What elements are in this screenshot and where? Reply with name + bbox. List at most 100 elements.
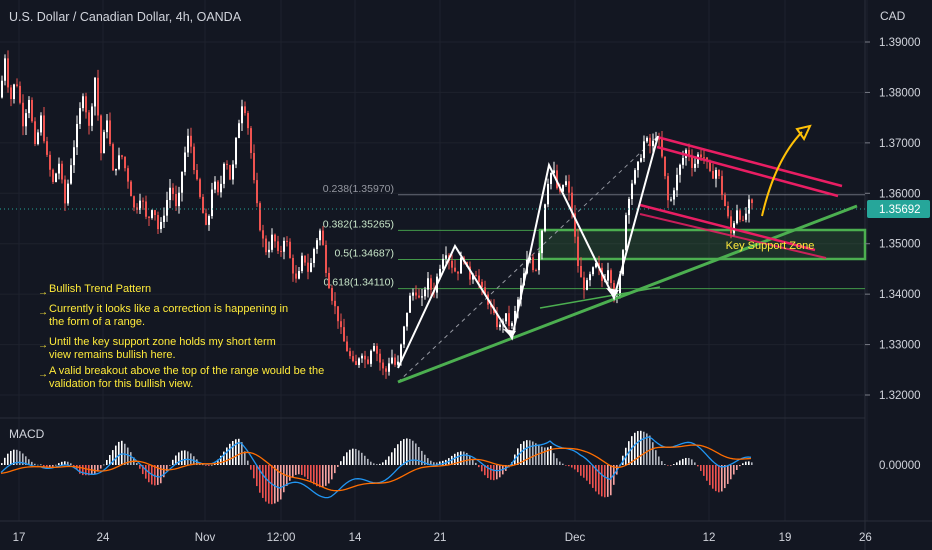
channel-upper-line[interactable] <box>656 135 843 188</box>
macd-histogram-bar <box>226 447 228 465</box>
macd-histogram-bar <box>481 465 483 472</box>
channel-lower-line[interactable] <box>639 203 816 252</box>
note-bullet-icon: → <box>38 287 48 298</box>
candle-up <box>562 185 564 192</box>
uptrend-line[interactable] <box>397 204 858 384</box>
candle-down <box>253 153 255 181</box>
candle-up <box>640 158 642 162</box>
note-bullet-icon: → <box>38 340 48 351</box>
candle-up <box>637 161 639 171</box>
macd-histogram-bar <box>322 465 324 488</box>
candle-up <box>238 123 240 138</box>
candle-down <box>577 236 579 266</box>
macd-histogram-bar <box>148 465 150 483</box>
macd-histogram-bar <box>454 453 456 465</box>
time-tick-label: 24 <box>97 532 110 544</box>
macd-histogram-bar <box>328 465 330 484</box>
candle-up <box>643 141 645 159</box>
candle-up <box>223 163 225 184</box>
macd-histogram-bar <box>433 462 435 465</box>
candle-up <box>184 152 186 172</box>
candle-up <box>214 181 216 190</box>
macd-histogram-bar <box>178 452 180 465</box>
macd-histogram-bar <box>478 465 480 468</box>
price-tick-label: 1.38000 <box>879 87 921 99</box>
macd-histogram-bar <box>712 465 714 489</box>
candle-down <box>379 353 381 363</box>
macd-histogram-bar <box>655 450 657 465</box>
candle-down <box>244 106 246 114</box>
macd-histogram-bar <box>112 450 114 465</box>
candle-down <box>700 154 702 158</box>
channel-upper-inner-line[interactable] <box>656 145 839 198</box>
candle-up <box>529 257 531 260</box>
macd-label[interactable]: MACD <box>9 427 45 441</box>
wave-arrowhead-2 <box>606 288 619 298</box>
macd-histogram-bar <box>427 458 429 465</box>
macd-histogram-bar <box>103 464 105 466</box>
candle-down <box>34 121 36 144</box>
symbol-title[interactable]: U.S. Dollar / Canadian Dollar, 4h, OANDA <box>9 10 242 24</box>
time-tick-label: Nov <box>195 532 216 544</box>
macd-histogram-bar <box>244 451 246 465</box>
macd-histogram-bar <box>727 465 729 484</box>
candlestick-series[interactable] <box>1 50 753 379</box>
candle-down <box>334 300 336 307</box>
macd-histogram-bar <box>664 464 666 465</box>
candle-down <box>130 181 132 197</box>
candle-up <box>646 137 648 142</box>
candle-down <box>751 199 753 204</box>
macd-histogram-bar <box>571 465 573 468</box>
candle-up <box>1 80 3 98</box>
macd-histogram-bar <box>106 459 108 465</box>
fib-retracement[interactable]: 0.238(1.35970) 0.382(1.35265) 0.5(1.34687)… <box>323 183 865 290</box>
macd-histogram-bar <box>535 443 537 465</box>
macd-histogram-bar <box>16 449 18 465</box>
candle-down <box>274 234 276 242</box>
macd-histogram-bar <box>79 465 81 474</box>
candle-up <box>91 106 93 126</box>
candle-down <box>31 99 33 122</box>
macd-histogram-bar <box>73 465 75 466</box>
candle-down <box>286 240 288 242</box>
macd-histogram-bar <box>316 465 318 487</box>
candle-up <box>607 270 609 281</box>
macd-histogram-bar <box>259 465 261 493</box>
macd-histogram-bar <box>58 463 60 465</box>
channel-lower-inner-line[interactable] <box>639 213 827 259</box>
macd-histogram-bar <box>598 465 600 495</box>
candle-up <box>211 189 213 217</box>
candle-up <box>748 199 750 214</box>
macd-histogram-bar <box>145 465 147 479</box>
fib-level-label: 0.5(1.34687) <box>334 248 394 260</box>
price-axis[interactable]: 1.39000 1.38000 1.37000 1.36000 1.35000 1.340… <box>865 37 921 402</box>
fib-level-label: 0.382(1.35265) <box>323 218 394 230</box>
candle-up <box>460 257 462 274</box>
candle-up <box>313 249 315 263</box>
macd-histogram-bar <box>700 465 702 471</box>
time-axis[interactable]: 17 24 Nov 12:00 14 21 Dec 12 19 26 <box>13 532 872 544</box>
macd-histogram-bar <box>37 464 39 466</box>
candle-up <box>13 84 15 100</box>
macd-histogram-bar <box>85 465 87 476</box>
analysis-notes[interactable]: → Bullish Trend Pattern→ Currently it look… <box>38 283 324 390</box>
macd-histogram-bar <box>688 457 690 465</box>
candle-up <box>652 140 654 147</box>
macd-indicator[interactable] <box>0 430 753 505</box>
time-tick-label: 19 <box>779 532 792 544</box>
macd-histogram-bar <box>349 449 351 465</box>
zigzag-wave[interactable] <box>397 135 659 369</box>
price-tick-label: 1.34000 <box>879 289 921 301</box>
macd-histogram-bar <box>217 459 219 465</box>
macd-histogram-bar <box>742 463 744 465</box>
macd-histogram-bar <box>343 456 345 465</box>
candle-up <box>505 313 507 322</box>
candle-down <box>559 188 561 192</box>
candle-up <box>55 173 57 182</box>
bullish-arrow[interactable] <box>761 131 803 217</box>
candle-up <box>373 346 375 351</box>
time-tick-label: 12:00 <box>267 532 296 544</box>
macd-histogram-bar <box>280 465 282 500</box>
